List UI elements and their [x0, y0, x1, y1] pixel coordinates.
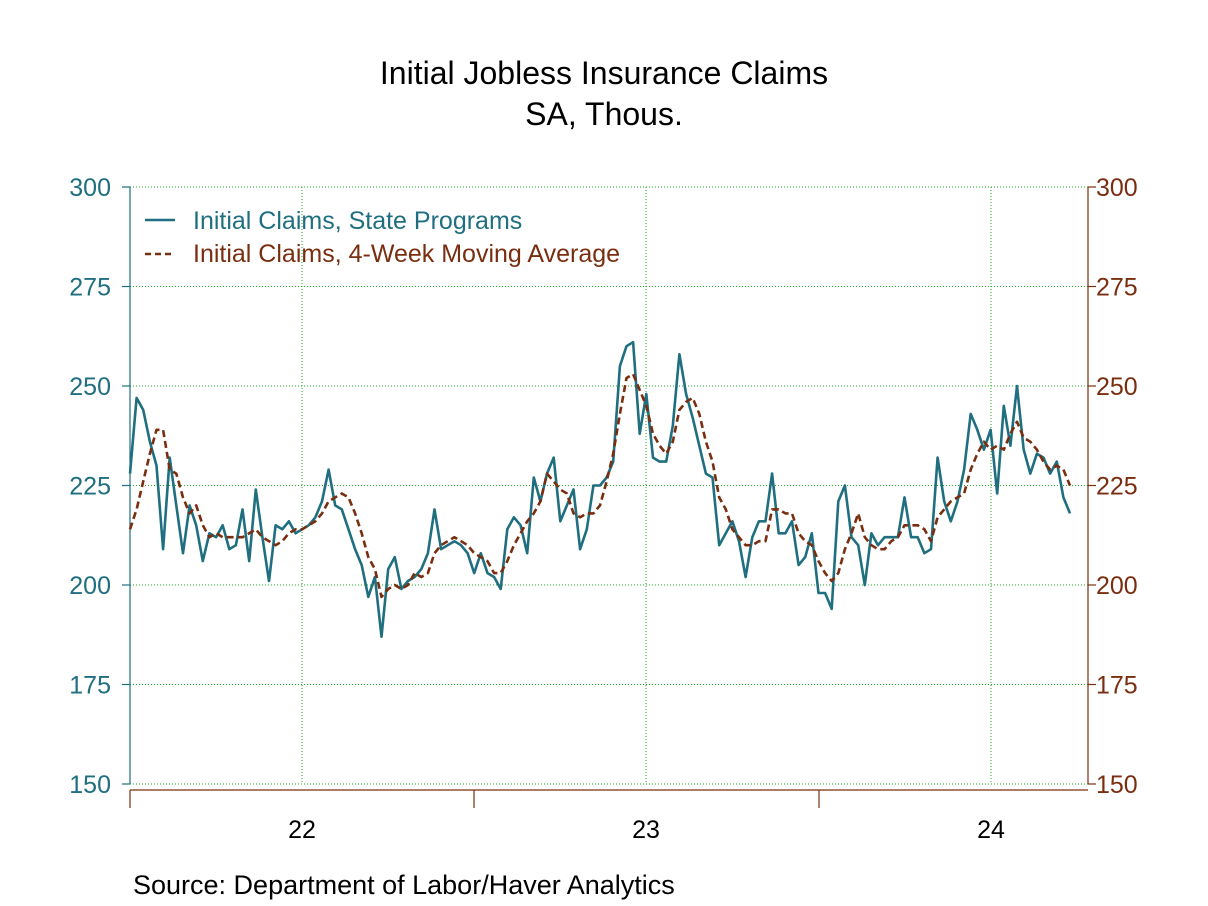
y-axis-left-ticks: 300 275 250 225 200 175 150 — [69, 174, 130, 799]
y-tick-label-right: 250 — [1096, 373, 1138, 401]
line-initial-claims — [128, 340, 1072, 639]
y-tick-label-left: 250 — [69, 373, 111, 401]
y-tick-label-left: 300 — [69, 174, 111, 202]
y-tick-label-left: 200 — [69, 572, 111, 600]
legend-label-claims: Initial Claims, State Programs — [193, 207, 522, 235]
y-tick-label-left: 275 — [69, 274, 111, 302]
source-note: Source: Department of Labor/Haver Analyt… — [133, 870, 675, 900]
plot-lines — [128, 340, 1072, 639]
y-tick-label-right: 275 — [1096, 274, 1138, 302]
y-axis-right-ticks: 300 275 250 225 200 175 150 — [1088, 174, 1138, 799]
legend-label-average: Initial Claims, 4-Week Moving Average — [193, 240, 620, 268]
y-tick-label-left: 225 — [69, 473, 111, 501]
y-tick-label-left: 175 — [69, 672, 111, 700]
y-tick-label-left: 150 — [69, 771, 111, 799]
y-tick-label-right: 175 — [1096, 672, 1138, 700]
y-tick-label-right: 150 — [1096, 771, 1138, 799]
chart-subtitle: SA, Thous. — [525, 96, 683, 132]
x-axis-ticks: 22 23 24 — [288, 816, 1005, 844]
grid — [130, 186, 1088, 785]
x-tick-label: 22 — [288, 816, 316, 844]
x-tick-label: 23 — [632, 816, 660, 844]
y-tick-label-right: 200 — [1096, 572, 1138, 600]
x-tick-label: 24 — [977, 816, 1005, 844]
y-tick-label-right: 300 — [1096, 174, 1138, 202]
y-tick-label-right: 225 — [1096, 473, 1138, 501]
line-4-week-average — [128, 372, 1072, 599]
legend: Initial Claims, State Programs Initial C… — [145, 207, 620, 268]
chart-title: Initial Jobless Insurance Claims — [380, 55, 828, 91]
